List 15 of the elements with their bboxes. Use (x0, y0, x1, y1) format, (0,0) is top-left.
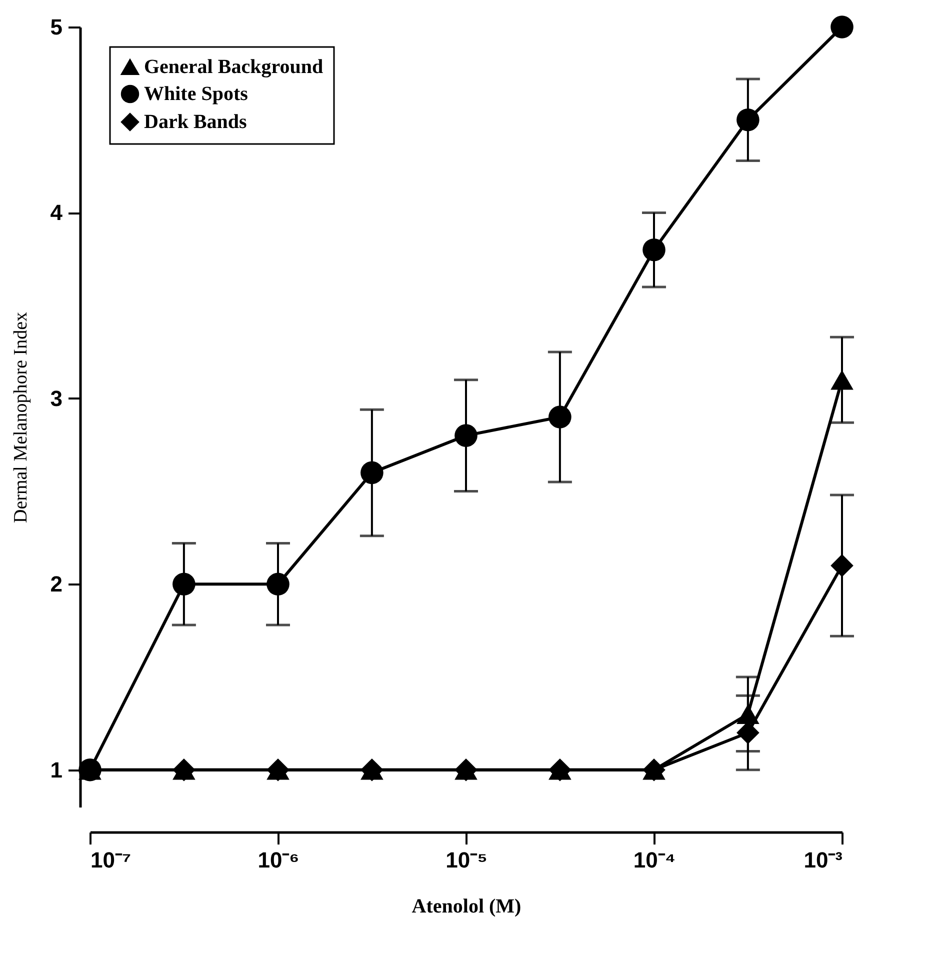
x-tick-label: 10⁻⁵ (446, 848, 488, 872)
x-tick-label: 10⁻⁴ (633, 848, 676, 872)
y-tick-label: 3 (50, 386, 62, 411)
x-tick-label: 10⁻⁷ (90, 848, 132, 872)
legend-label: White Spots (144, 83, 248, 105)
legend-label: Dark Bands (144, 111, 248, 133)
y-tick-label: 4 (50, 200, 64, 226)
y-tick-label: 5 (50, 14, 62, 40)
x-axis-title: Atenolol (M) (412, 896, 522, 918)
y-axis-title: Dermal Melanophore Index (10, 311, 32, 524)
x-tick-label: 10⁻³ (804, 848, 842, 872)
legend-label: General Background (144, 56, 324, 78)
y-tick-label: 2 (50, 572, 62, 597)
x-tick-label: 10⁻⁶ (258, 848, 300, 872)
y-tick-label: 1 (50, 757, 62, 782)
